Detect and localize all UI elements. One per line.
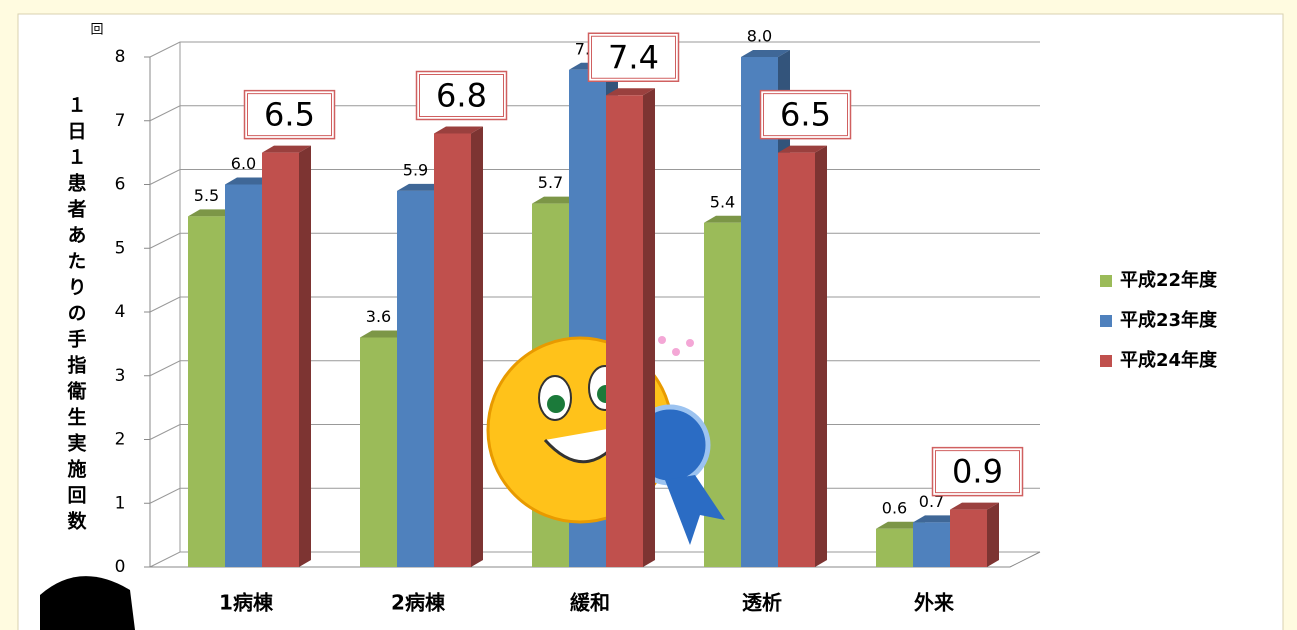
- bar-face: [225, 184, 262, 567]
- x-tick-label: 1病棟: [219, 591, 274, 615]
- data-label-box: [587, 32, 680, 82]
- bar-face: [741, 57, 778, 567]
- bar: [606, 88, 655, 567]
- bar: [778, 145, 827, 567]
- bar-face: [606, 88, 655, 96]
- data-label-box: [419, 74, 504, 117]
- data-label: 5.5: [194, 186, 219, 205]
- grid-line: [149, 41, 1040, 58]
- data-label: 6.0: [231, 154, 256, 173]
- legend-swatch: [1100, 275, 1112, 287]
- x-tick-label: 緩和: [570, 591, 610, 615]
- data-label: 7.4: [608, 38, 659, 76]
- bar-face: [262, 145, 311, 153]
- y-tick-label: 1: [115, 493, 126, 513]
- legend-label: 平成22年度: [1120, 269, 1218, 291]
- bar-face: [987, 502, 999, 567]
- data-label: 3.6: [366, 307, 391, 326]
- data-label: 0.7: [919, 492, 944, 511]
- y-unit: 回: [90, 23, 103, 38]
- data-label-box: [243, 89, 336, 140]
- bar-face: [741, 50, 790, 57]
- bar-face: [606, 95, 643, 567]
- data-label-box: [935, 450, 1020, 494]
- y-tick-label: 2: [115, 430, 126, 450]
- bar: [434, 126, 483, 567]
- x-tick-label: 透析: [742, 591, 782, 615]
- bar-face: [704, 215, 753, 223]
- bar-face: [434, 133, 471, 567]
- y-tick-label: 6: [115, 175, 126, 195]
- bar-face: [434, 126, 483, 134]
- legend-label: 平成24年度: [1120, 349, 1218, 371]
- y-tick-label: 4: [115, 302, 126, 322]
- data-label-box: [759, 89, 852, 140]
- y-tick-label: 5: [115, 238, 126, 258]
- bar-face: [913, 515, 962, 523]
- bar-face: [778, 145, 827, 153]
- y-tick-label: 3: [115, 366, 126, 386]
- bar-face: [299, 145, 311, 567]
- data-label-box: [415, 70, 508, 121]
- bar-face: [778, 152, 815, 567]
- bar-face: [225, 177, 274, 185]
- bar-face: [397, 190, 434, 567]
- legend-label: 平成23年度: [1120, 309, 1218, 331]
- data-label-box: [763, 93, 848, 137]
- y-tick-label: 8: [115, 47, 126, 67]
- bar-face: [704, 222, 741, 567]
- data-label: 8.0: [747, 27, 772, 46]
- bar-face: [262, 152, 299, 567]
- bar-face: [532, 196, 581, 204]
- data-label: 6.5: [264, 96, 315, 134]
- data-label-box: [931, 446, 1024, 497]
- y-axis-title: １日１患者あたりの手指衛生実施回数: [65, 95, 88, 537]
- bar-face: [360, 330, 409, 338]
- y-tick-label: 7: [115, 111, 126, 131]
- bar-face: [471, 126, 483, 567]
- data-label: 5.7: [538, 173, 563, 192]
- bar-face: [950, 509, 987, 567]
- legend-swatch: [1100, 355, 1112, 367]
- bar-face: [876, 521, 925, 529]
- data-label: 5.4: [710, 192, 735, 211]
- bar-face: [643, 88, 655, 567]
- x-tick-label: 2病棟: [391, 591, 446, 615]
- bar: [950, 502, 999, 567]
- y-tick-label: 0: [115, 557, 126, 577]
- data-label: 0.6: [882, 498, 907, 517]
- bar-face: [188, 216, 225, 567]
- bar-face: [188, 209, 237, 217]
- data-label-box: [591, 35, 676, 79]
- legend-swatch: [1100, 315, 1112, 327]
- data-label: 5.9: [403, 160, 428, 179]
- bar-face: [913, 522, 950, 567]
- decoration: [40, 576, 135, 630]
- bar: [262, 145, 311, 567]
- bar-face: [815, 145, 827, 567]
- bar-face: [397, 183, 446, 191]
- data-label-box: [247, 93, 332, 137]
- data-label: 6.8: [436, 77, 487, 115]
- bar-face: [876, 528, 913, 567]
- data-label: 0.9: [952, 453, 1003, 491]
- data-label: 6.5: [780, 96, 831, 134]
- bar-face: [360, 337, 397, 567]
- x-tick-label: 外来: [914, 591, 955, 615]
- bar-face: [950, 502, 999, 510]
